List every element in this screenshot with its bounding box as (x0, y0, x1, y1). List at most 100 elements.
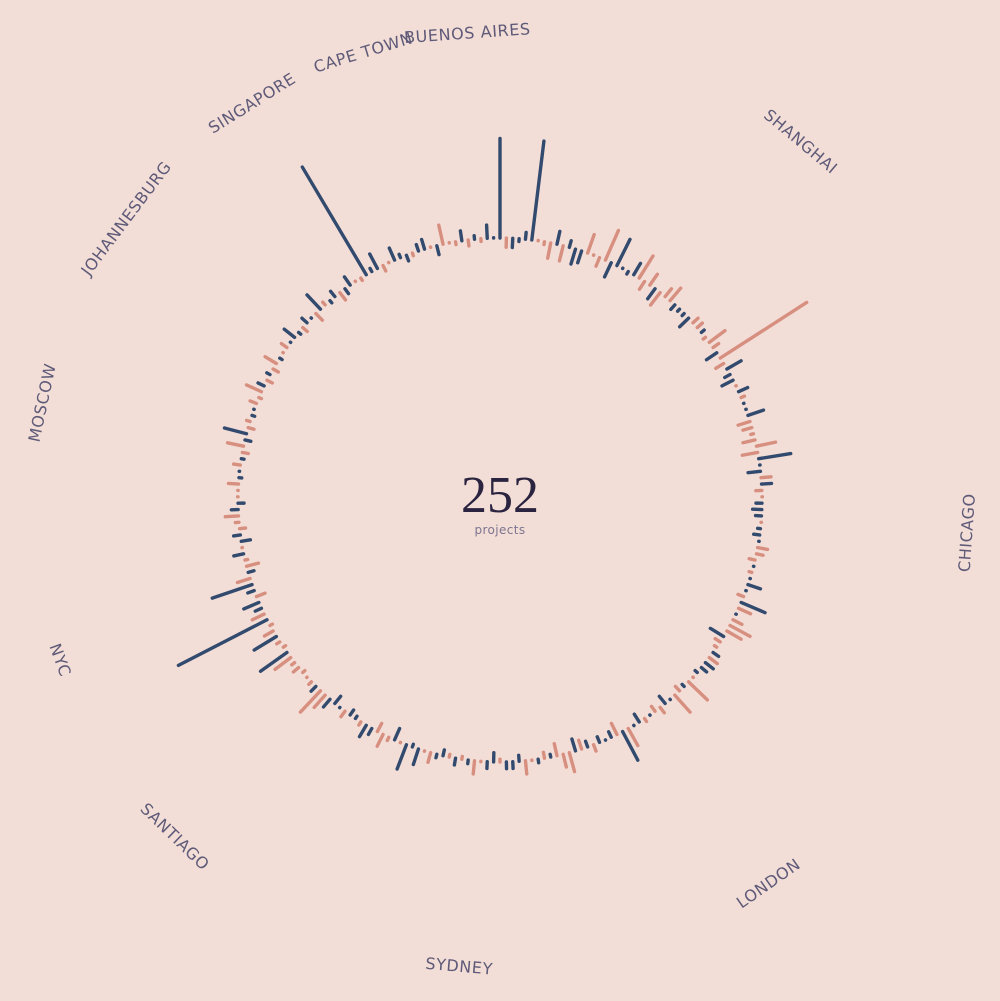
radial-bar (271, 367, 280, 374)
radial-bar (567, 239, 573, 250)
radial-bar (711, 341, 721, 350)
city-label: SYDNEY (425, 954, 494, 979)
radial-bar (707, 655, 719, 666)
radial-bar (736, 419, 752, 427)
radial-bar (252, 634, 279, 652)
radial-bar (296, 330, 303, 336)
radial-bar (298, 689, 323, 714)
radial-bar (594, 255, 602, 268)
radial-bar (265, 371, 272, 377)
radial-bar (243, 557, 250, 562)
city-label: SHANGHAI (760, 105, 841, 177)
radial-bar (411, 747, 421, 767)
city-label: BUENOS AIRES (403, 19, 531, 47)
radial-bar (663, 287, 674, 299)
radial-bar (746, 408, 766, 418)
radial-bar (353, 714, 359, 721)
radial-bar (746, 469, 763, 475)
radial-bar (258, 650, 289, 673)
radial-bar (414, 242, 421, 253)
radial-bar (275, 640, 282, 646)
radial-bar (669, 303, 677, 312)
radial-bar (291, 665, 301, 674)
radial-bar (546, 241, 553, 260)
radial-bar (602, 261, 613, 279)
city-label: MOSCOW (25, 362, 60, 444)
radial-bar (222, 426, 249, 436)
radial-bar (357, 723, 368, 739)
radial-bar (530, 139, 546, 242)
radial-bar (410, 742, 416, 749)
radial-bar (343, 287, 351, 296)
radial-bar (273, 655, 293, 672)
radial-bar (718, 300, 809, 360)
radial-bar (342, 275, 352, 287)
radial-bar (419, 237, 427, 251)
radial-bar (447, 752, 452, 759)
radial-bar (452, 756, 458, 767)
radial-bar (223, 514, 241, 519)
radial-bar (673, 684, 682, 693)
radial-bar (244, 383, 264, 394)
radial-bar (307, 680, 314, 687)
radial-bar (338, 290, 348, 302)
radial-bar (536, 757, 541, 765)
radial-bar (523, 759, 529, 776)
radial-bar (300, 316, 309, 325)
radial-bar (248, 399, 259, 406)
radial-bar (314, 311, 325, 322)
bars-layer (176, 136, 809, 776)
radial-bar (645, 287, 657, 301)
radial-bar (699, 665, 709, 674)
radial-bar (755, 545, 770, 552)
radial-bar (246, 425, 256, 431)
radial-bar (754, 552, 765, 557)
radial-bar (484, 223, 489, 241)
radial-bar (375, 732, 385, 748)
radial-bar (435, 244, 441, 257)
radial-bar (301, 668, 307, 675)
radial-bar (176, 618, 269, 668)
radial-bar (305, 293, 323, 311)
radial-bar (736, 606, 753, 616)
radial-bar (746, 582, 763, 591)
radial-bar (279, 341, 289, 350)
radial-bar (632, 261, 643, 277)
radial-bar (585, 232, 596, 255)
city-label: NYC (46, 641, 75, 679)
radial-bar (250, 612, 266, 622)
radial-bar (657, 694, 667, 706)
radial-bar (739, 394, 747, 400)
radial-bar (278, 356, 284, 362)
radial-bar (239, 538, 253, 543)
radial-bar (668, 286, 683, 303)
radial-bar (523, 230, 528, 241)
radial-bar (232, 552, 246, 558)
radial-bar (625, 269, 630, 276)
radial-bar (603, 228, 621, 262)
radial-bar (392, 726, 402, 742)
radial-bar (680, 311, 686, 318)
radial-bar (699, 328, 706, 335)
radial-bar (741, 425, 754, 432)
radial-bar (725, 359, 743, 371)
radial-bar (441, 748, 447, 758)
radial-bar (321, 300, 327, 307)
radial-bar (368, 252, 380, 271)
radial-bar (437, 223, 445, 246)
radial-bar (250, 413, 257, 419)
radial-bar (368, 266, 374, 274)
center-count: 252 (461, 467, 539, 524)
radial-bar (595, 735, 602, 745)
radial-bar (637, 279, 647, 291)
radial-bar (752, 532, 762, 537)
radial-bar (237, 526, 248, 531)
radial-bar (552, 741, 559, 758)
radial-bar (426, 750, 433, 764)
radial-bar (263, 354, 279, 366)
radial-bar (309, 684, 318, 693)
radial-bar (680, 682, 686, 689)
radial-bar (282, 327, 297, 340)
